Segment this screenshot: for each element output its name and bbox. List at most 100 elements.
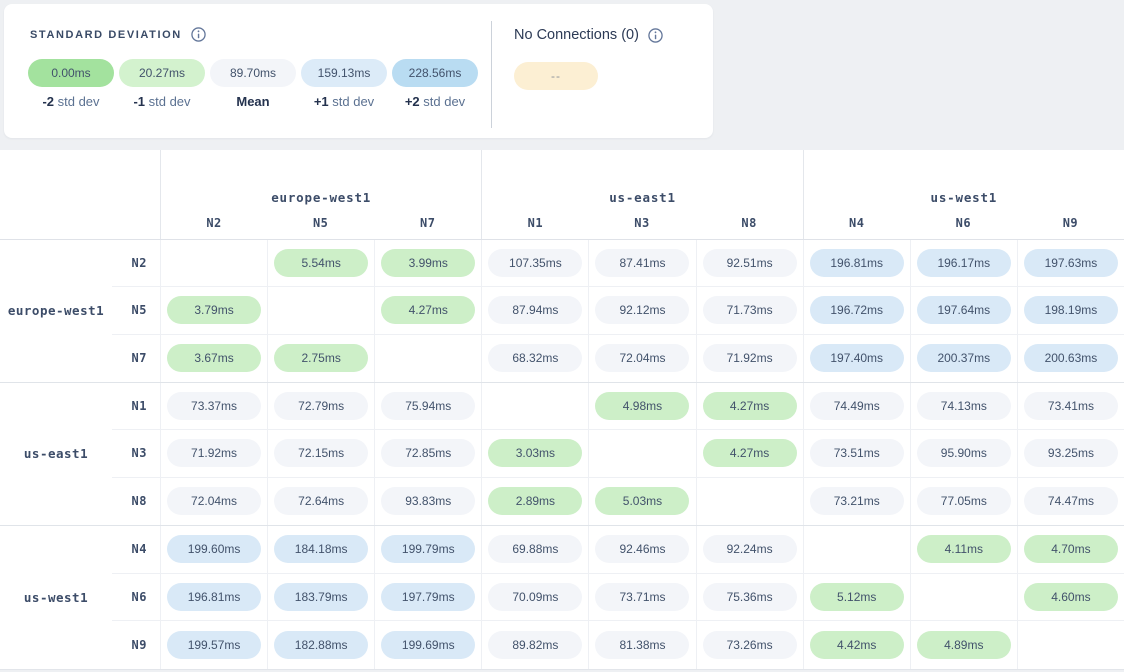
latency-cell-N4-N2: 199.60ms xyxy=(160,526,268,574)
latency-pill-N2-N6[interactable]: 196.17ms xyxy=(916,249,1011,278)
column-header-N2: N2 xyxy=(160,207,267,239)
latency-pill-N3-N8[interactable]: 4.27ms xyxy=(702,439,797,468)
column-header-N4: N4 xyxy=(802,207,910,239)
latency-cell-N2-N6: 196.17ms xyxy=(909,240,1017,288)
row-header-N6: N6 xyxy=(112,574,160,622)
std-dev-label-plus1: +1 std dev xyxy=(313,94,375,109)
latency-pill-N4-N8[interactable]: 92.24ms xyxy=(702,535,797,564)
latency-pill-N6-N9[interactable]: 4.60ms xyxy=(1023,582,1118,611)
latency-pill-N8-N7[interactable]: 93.83ms xyxy=(381,487,476,516)
latency-cell-N9-N7: 199.69ms xyxy=(374,621,481,669)
std-dev-labels: -2 std dev -1 std dev Mean +1 std dev +2… xyxy=(28,94,478,109)
latency-pill-N9-N6[interactable]: 4.89ms xyxy=(916,631,1011,660)
latency-pill-N9-N4[interactable]: 4.42ms xyxy=(809,631,904,660)
info-icon[interactable] xyxy=(648,27,663,43)
latency-pill-N8-N9[interactable]: 74.47ms xyxy=(1023,487,1118,516)
latency-pill-N1-N4[interactable]: 74.49ms xyxy=(809,392,904,421)
latency-pill-N1-N9[interactable]: 73.41ms xyxy=(1023,392,1118,421)
latency-pill-N4-N7[interactable]: 199.79ms xyxy=(381,535,476,564)
latency-pill-N6-N5[interactable]: 183.79ms xyxy=(274,582,369,611)
latency-pill-N2-N4[interactable]: 196.81ms xyxy=(809,249,904,278)
latency-pill-N9-N3[interactable]: 81.38ms xyxy=(595,631,690,660)
latency-pill-N4-N5[interactable]: 184.18ms xyxy=(274,535,369,564)
latency-pill-N3-N6[interactable]: 95.90ms xyxy=(916,439,1011,468)
latency-pill-N4-N3[interactable]: 92.46ms xyxy=(595,535,690,564)
latency-cell-N5-N2: 3.79ms xyxy=(160,287,268,335)
latency-pill-N1-N8[interactable]: 4.27ms xyxy=(702,392,797,421)
latency-pill-N5-N4[interactable]: 196.72ms xyxy=(809,296,904,325)
latency-pill-N3-N7[interactable]: 72.85ms xyxy=(381,439,476,468)
latency-pill-N8-N3[interactable]: 5.03ms xyxy=(595,487,690,516)
latency-pill-N5-N2[interactable]: 3.79ms xyxy=(167,296,262,325)
latency-pill-N5-N8[interactable]: 71.73ms xyxy=(702,296,797,325)
matrix-body: europe-west1 N2 5.54ms 3.99ms 107.35ms 87.41m… xyxy=(0,240,1124,669)
latency-pill-N7-N6[interactable]: 200.37ms xyxy=(916,344,1011,373)
latency-pill-N7-N9[interactable]: 200.63ms xyxy=(1023,344,1118,373)
latency-pill-N1-N2[interactable]: 73.37ms xyxy=(167,392,262,421)
info-icon[interactable] xyxy=(191,27,206,42)
latency-pill-N6-N7[interactable]: 197.79ms xyxy=(381,582,476,611)
latency-pill-N6-N4[interactable]: 5.12ms xyxy=(809,582,904,611)
latency-pill-N7-N3[interactable]: 72.04ms xyxy=(595,344,690,373)
column-group-header-us-west1: us-west1 xyxy=(802,150,1124,207)
latency-pill-N5-N1[interactable]: 87.94ms xyxy=(488,296,583,325)
latency-pill-N8-N2[interactable]: 72.04ms xyxy=(167,487,262,516)
latency-pill-N5-N9[interactable]: 198.19ms xyxy=(1023,296,1118,325)
latency-pill-N9-N8[interactable]: 73.26ms xyxy=(702,631,797,660)
latency-pill-N3-N2[interactable]: 71.92ms xyxy=(167,439,262,468)
latency-pill-N6-N3[interactable]: 73.71ms xyxy=(595,582,690,611)
latency-pill-N6-N2[interactable]: 196.81ms xyxy=(167,582,262,611)
latency-pill-N5-N7[interactable]: 4.27ms xyxy=(381,296,476,325)
latency-pill-N3-N4[interactable]: 73.51ms xyxy=(809,439,904,468)
latency-pill-N7-N8[interactable]: 71.92ms xyxy=(702,344,797,373)
latency-cell-N2-N7: 3.99ms xyxy=(374,240,482,288)
latency-cell-N6-N3: 73.71ms xyxy=(588,573,696,622)
latency-pill-N5-N3[interactable]: 92.12ms xyxy=(595,296,690,325)
latency-cell-N5-N7: 4.27ms xyxy=(374,287,482,335)
latency-pill-N9-N7[interactable]: 199.69ms xyxy=(381,631,476,660)
latency-cell-N6-N1: 70.09ms xyxy=(481,573,589,622)
latency-pill-N2-N8[interactable]: 92.51ms xyxy=(702,249,797,278)
latency-pill-N8-N6[interactable]: 77.05ms xyxy=(916,487,1011,516)
latency-pill-N3-N1[interactable]: 3.03ms xyxy=(488,439,583,468)
latency-pill-N7-N1[interactable]: 68.32ms xyxy=(488,344,583,373)
latency-pill-N2-N9[interactable]: 197.63ms xyxy=(1023,249,1118,278)
latency-pill-N1-N5[interactable]: 72.79ms xyxy=(274,392,369,421)
latency-pill-N7-N5[interactable]: 2.75ms xyxy=(274,344,369,373)
latency-pill-N8-N4[interactable]: 73.21ms xyxy=(809,487,904,516)
latency-pill-N6-N1[interactable]: 70.09ms xyxy=(488,582,583,611)
latency-pill-N2-N5[interactable]: 5.54ms xyxy=(274,249,369,278)
latency-pill-N7-N2[interactable]: 3.67ms xyxy=(167,344,262,373)
latency-cell-N4-N6: 4.11ms xyxy=(909,526,1017,574)
latency-pill-N9-N2[interactable]: 199.57ms xyxy=(167,631,262,660)
latency-pill-N3-N9[interactable]: 93.25ms xyxy=(1023,439,1118,468)
latency-pill-N1-N7[interactable]: 75.94ms xyxy=(381,392,476,421)
row-group-header-us-west1: us-west1 xyxy=(23,590,89,605)
latency-cell-N2-N5: 5.54ms xyxy=(267,240,375,288)
latency-pill-N4-N1[interactable]: 69.88ms xyxy=(488,535,583,564)
latency-pill-N4-N6[interactable]: 4.11ms xyxy=(916,535,1011,564)
latency-pill-N4-N9[interactable]: 4.70ms xyxy=(1023,535,1118,564)
row-group-header-us-east1: us-east1 xyxy=(23,446,89,462)
latency-pill-N6-N8[interactable]: 75.36ms xyxy=(702,582,797,611)
latency-pill-N9-N1[interactable]: 89.82ms xyxy=(488,631,583,660)
column-header-N9: N9 xyxy=(1062,216,1079,230)
latency-pill-N7-N4[interactable]: 197.40ms xyxy=(809,344,904,373)
column-header-N5: N5 xyxy=(312,216,329,230)
latency-pill-N4-N2[interactable]: 199.60ms xyxy=(167,535,262,564)
latency-cell-N8-N6: 77.05ms xyxy=(909,477,1017,525)
legend-divider xyxy=(491,21,492,128)
latency-pill-N2-N7[interactable]: 3.99ms xyxy=(381,249,476,278)
latency-pill-N1-N6[interactable]: 74.13ms xyxy=(916,392,1011,421)
latency-pill-N2-N1[interactable]: 107.35ms xyxy=(488,249,583,278)
latency-cell-N4-N1: 69.88ms xyxy=(481,526,589,574)
latency-pill-N8-N5[interactable]: 72.64ms xyxy=(274,487,369,516)
no-connections-title: No Connections (0) xyxy=(514,27,639,43)
latency-pill-N5-N6[interactable]: 197.64ms xyxy=(916,296,1011,325)
latency-pill-N8-N1[interactable]: 2.89ms xyxy=(488,487,583,516)
latency-pill-N3-N5[interactable]: 72.15ms xyxy=(274,439,369,468)
latency-pill-N1-N3[interactable]: 4.98ms xyxy=(595,392,690,421)
latency-cell-N2-N3: 87.41ms xyxy=(588,240,696,288)
latency-pill-N2-N3[interactable]: 87.41ms xyxy=(595,249,690,278)
latency-pill-N9-N5[interactable]: 182.88ms xyxy=(274,631,369,660)
